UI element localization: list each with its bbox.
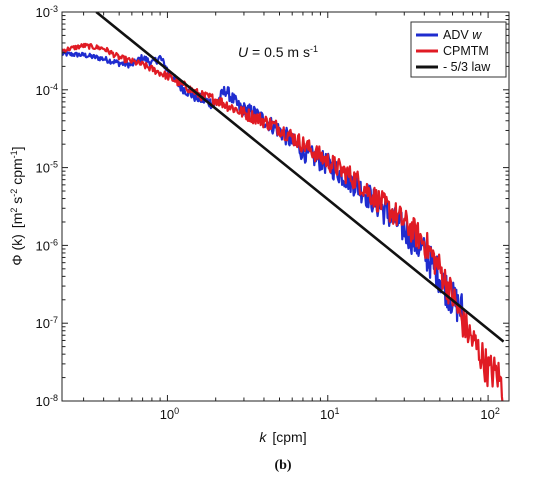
legend-label-adv-var: w <box>472 28 482 42</box>
y-axis-unit-suffix: ] <box>9 146 25 150</box>
y-axis-exp2: -2 <box>9 189 19 197</box>
x-axis-unit: [cpm] <box>272 429 306 445</box>
series-line-2 <box>95 12 505 343</box>
legend-label-adv: ADV w <box>443 28 482 42</box>
y-tick-label: 10-4 <box>36 82 58 98</box>
annotation-text: = 0.5 m s <box>248 44 310 60</box>
plot-frame <box>61 11 510 402</box>
series-line-1 <box>62 42 504 401</box>
figure-caption: (b) <box>274 458 291 473</box>
y-tick-label: 10-5 <box>36 160 58 176</box>
x-tick-label: 101 <box>320 406 339 422</box>
velocity-annotation: U = 0.5 m s-1 <box>238 44 318 60</box>
y-axis-mid1: s <box>9 197 25 208</box>
x-axis-title: k [cpm] <box>259 429 306 445</box>
y-axis-exp1: 2 <box>9 208 19 213</box>
x-axis-var: k <box>259 429 267 445</box>
y-tick-label: 10-8 <box>36 393 58 409</box>
x-tick-label: 100 <box>160 406 179 422</box>
y-axis-var: Φ (k) <box>9 234 25 265</box>
y-axis-mid2: cpm <box>9 158 25 188</box>
annotation-var: U <box>238 44 249 60</box>
tick-layer <box>62 11 509 402</box>
annotation-exp: -1 <box>310 44 318 54</box>
y-tick-label: 10-7 <box>36 315 58 331</box>
legend-label-law: - 5/3 law <box>443 60 491 74</box>
y-tick-label: 10-6 <box>36 237 58 253</box>
y-axis-title: Φ (k) [m2 s-2 cpm-1] <box>9 146 25 265</box>
legend-label-cpmtm: CPMTM <box>443 44 489 58</box>
legend: ADV w CPMTM - 5/3 law <box>410 21 507 78</box>
y-axis-unit-prefix: [m <box>9 213 25 229</box>
series-layer <box>62 12 505 401</box>
tick-labels: 100 101 102 10-3 10-4 10-5 10-6 10-7 10-8 <box>36 4 500 422</box>
legend-label-adv-main: ADV <box>443 28 472 42</box>
y-axis-exp3: -1 <box>9 150 19 158</box>
x-tick-label: 102 <box>480 406 499 422</box>
y-tick-label: 10-3 <box>36 4 58 20</box>
